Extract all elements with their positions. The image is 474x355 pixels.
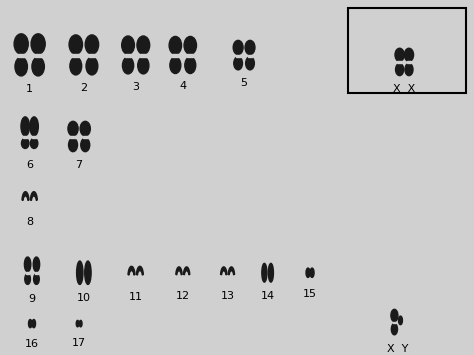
Polygon shape [30,192,37,201]
Ellipse shape [30,117,38,136]
Text: 2: 2 [80,83,87,93]
Ellipse shape [33,257,40,272]
Ellipse shape [405,64,413,76]
Text: X  Y: X Y [386,344,408,354]
Text: 7: 7 [75,160,82,170]
Text: 17: 17 [72,338,86,348]
Ellipse shape [32,57,45,76]
Ellipse shape [395,48,404,61]
Ellipse shape [404,48,413,61]
Ellipse shape [86,57,98,75]
Ellipse shape [31,34,45,54]
Text: 1: 1 [26,84,33,94]
Ellipse shape [245,40,255,55]
Polygon shape [183,267,190,275]
Text: 16: 16 [25,339,39,349]
Ellipse shape [122,36,135,54]
Bar [23,136,27,138]
Text: 6: 6 [26,160,33,170]
Text: 5: 5 [241,78,247,88]
Bar [125,54,131,57]
Ellipse shape [28,320,32,328]
Ellipse shape [268,263,273,282]
Ellipse shape [81,138,90,152]
Polygon shape [228,267,235,275]
Text: 3: 3 [132,82,139,92]
Text: 12: 12 [176,291,190,301]
Ellipse shape [14,34,28,54]
Ellipse shape [77,261,83,284]
Bar [407,61,411,64]
Bar [26,272,29,274]
Ellipse shape [34,274,39,284]
Text: 10: 10 [77,293,91,303]
Text: 15: 15 [303,289,317,299]
Polygon shape [176,267,182,275]
Ellipse shape [233,40,243,55]
Ellipse shape [122,57,134,74]
Bar [392,322,396,323]
Text: 9: 9 [28,294,36,304]
Ellipse shape [80,121,91,136]
Ellipse shape [392,323,398,335]
Ellipse shape [70,57,82,75]
Bar [35,54,42,57]
Ellipse shape [25,274,30,284]
Text: 14: 14 [261,291,275,301]
Ellipse shape [306,268,310,277]
Ellipse shape [15,57,27,76]
Bar [82,136,88,138]
Ellipse shape [68,121,78,136]
Ellipse shape [262,263,267,282]
Ellipse shape [79,321,82,327]
Ellipse shape [137,36,150,54]
Ellipse shape [32,320,36,328]
Bar [71,136,75,138]
Bar [348,8,465,93]
Ellipse shape [69,35,82,54]
Ellipse shape [24,257,31,272]
Ellipse shape [138,57,149,74]
Ellipse shape [170,57,181,73]
Ellipse shape [30,138,38,148]
Bar [89,54,95,57]
Ellipse shape [234,57,243,70]
Bar [35,272,38,274]
Ellipse shape [21,117,29,136]
Bar [32,136,36,138]
Ellipse shape [185,57,196,73]
Text: X  X: X X [393,84,415,94]
Ellipse shape [69,138,78,152]
Ellipse shape [169,37,182,54]
Bar [172,54,178,57]
Polygon shape [128,266,135,275]
Bar [247,55,253,57]
Bar [140,54,146,57]
Ellipse shape [391,309,398,322]
Ellipse shape [85,261,91,284]
Ellipse shape [184,37,197,54]
Text: 8: 8 [26,217,33,227]
Bar [73,54,79,57]
Ellipse shape [21,138,29,148]
Ellipse shape [246,57,255,70]
Ellipse shape [396,64,404,76]
Ellipse shape [399,316,402,325]
Ellipse shape [76,321,79,327]
Bar [18,54,25,57]
Text: 4: 4 [179,81,186,91]
Bar [397,61,402,64]
Polygon shape [220,267,227,275]
Text: 11: 11 [128,292,143,302]
Ellipse shape [85,35,99,54]
Bar [236,55,241,57]
Ellipse shape [310,268,314,277]
Polygon shape [22,192,29,201]
Polygon shape [137,266,143,275]
Bar [187,54,193,57]
Text: 13: 13 [220,291,235,301]
